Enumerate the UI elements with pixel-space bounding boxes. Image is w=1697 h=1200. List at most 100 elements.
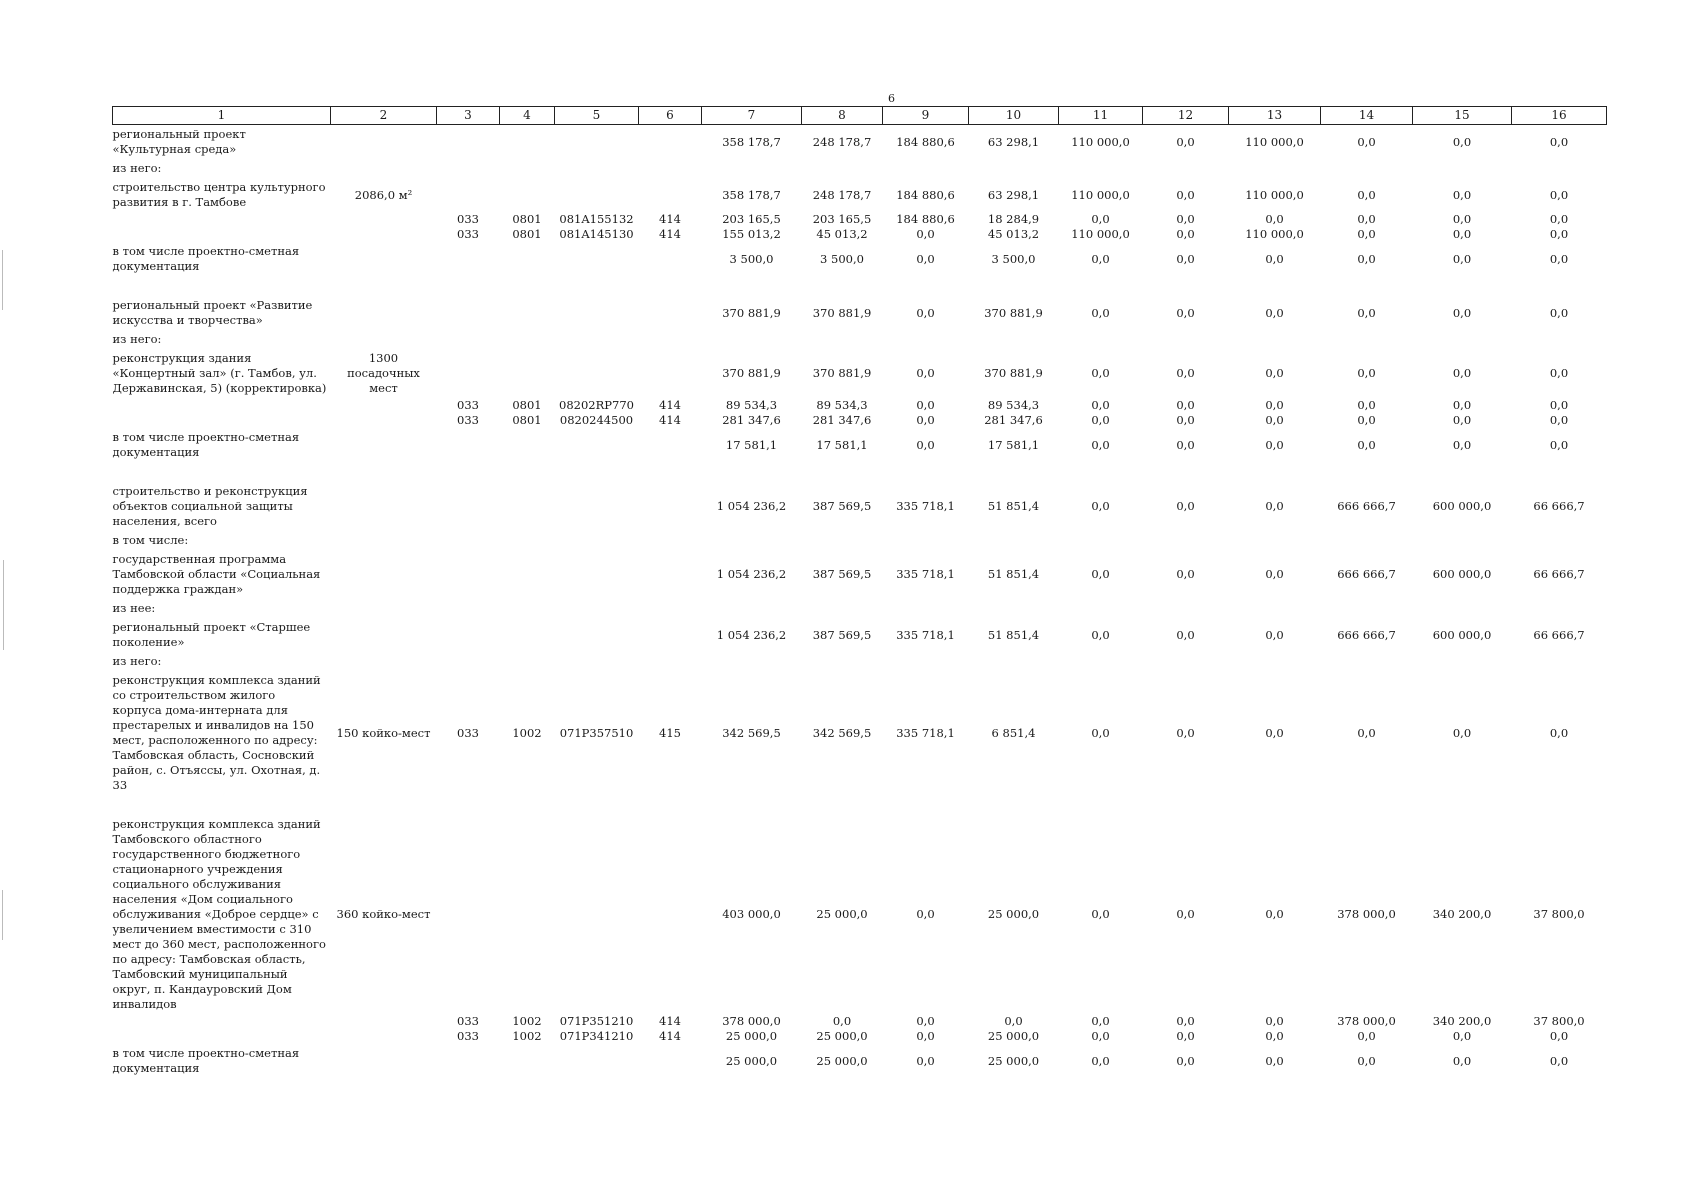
cell-col-14: 0,0 (1357, 1029, 1376, 1043)
cell-col-8 (802, 795, 883, 815)
cell-col-12: 0,0 (1176, 907, 1195, 921)
cell-col-8: 248 178,7 (812, 187, 872, 202)
cell-col-13: 0,0 (1265, 413, 1284, 427)
cell-col-11: 0,0 (1091, 305, 1110, 320)
table-row: региональный проект «Старшее поколение» 1… (113, 618, 1607, 652)
cell-col-11: 0,0 (1091, 725, 1110, 740)
cell-col-6: 414 (659, 212, 681, 226)
cell-col-2 (331, 398, 437, 413)
cell-col-9 (883, 462, 969, 482)
cell-col-16: 0,0 (1549, 305, 1569, 320)
cell-col-7: 89 534,3 (725, 398, 778, 412)
cell-col-10 (969, 652, 1059, 671)
cell-col-12: 0,0 (1176, 251, 1195, 266)
cell-col-3: 033 (457, 1014, 479, 1028)
cell-col-4 (500, 652, 555, 671)
cell-col-3 (437, 550, 500, 599)
cell-col-2 (331, 227, 437, 242)
cell-col-2: 150 койко-мест (336, 725, 431, 740)
cell-col-14 (1321, 599, 1413, 618)
cell-col-12: 0,0 (1176, 1014, 1195, 1028)
cell-col-9 (883, 159, 969, 178)
cell-col-2 (331, 550, 437, 599)
cell-col-9: 184 880,6 (896, 212, 955, 226)
cell-col-10: 51 851,4 (987, 627, 1040, 642)
cell-col-4 (500, 795, 555, 815)
cell-col-13: 0,0 (1265, 366, 1284, 380)
cell-col-8: 45 013,2 (816, 227, 868, 241)
cell-col-13 (1229, 795, 1321, 815)
cell-col-5 (555, 531, 639, 550)
cell-col-15: 0,0 (1452, 413, 1472, 427)
cell-col-16: 0,0 (1549, 1053, 1569, 1068)
cell-col-3 (437, 428, 500, 462)
cell-col-9: 0,0 (916, 437, 935, 452)
cell-col-3 (437, 178, 500, 212)
cell-col-13: 110 000,0 (1245, 187, 1304, 202)
row-name: в том числе проектно-сметная документаци… (112, 430, 300, 459)
cell-col-4 (500, 242, 555, 276)
cell-col-15 (1413, 159, 1512, 178)
cell-col-12: 0,0 (1176, 398, 1195, 412)
cell-col-2 (331, 618, 437, 652)
cell-col-5: 071P341210 (559, 1029, 634, 1043)
cell-col-3 (437, 599, 500, 618)
cell-col-4: 0801 (512, 212, 542, 226)
cell-col-11: 0,0 (1091, 907, 1110, 921)
scan-artifact (2, 890, 3, 940)
cell-col-9: 335 718,1 (896, 725, 955, 740)
cell-col-14: 666 666,7 (1337, 499, 1396, 513)
cell-col-2 (331, 428, 437, 462)
cell-col-5 (555, 550, 639, 599)
table-row: строительство и реконструкция объектов с… (113, 482, 1607, 531)
cell-col-3 (437, 349, 500, 398)
cell-col-16 (1512, 599, 1607, 618)
cell-col-6 (639, 125, 702, 160)
cell-col-8: 387 569,5 (812, 627, 872, 642)
cell-col-8: 203 165,5 (812, 212, 872, 226)
cell-col-14: 0,0 (1357, 437, 1376, 452)
cell-col-9: 335 718,1 (896, 499, 955, 513)
row-name (113, 1029, 331, 1044)
cell-col-16: 0,0 (1549, 227, 1569, 241)
cell-col-2 (331, 296, 437, 330)
cell-col-16: 0,0 (1549, 212, 1569, 226)
column-number-16: 16 (1511, 106, 1607, 125)
column-number-10: 10 (968, 106, 1059, 125)
cell-col-15: 0,0 (1452, 305, 1472, 320)
cell-col-3: 033 (457, 413, 479, 427)
table-row: 033 0801 0820244500 414 281 347,6 281 347,6 0,… (113, 413, 1607, 428)
cell-col-7 (702, 599, 802, 618)
cell-col-7: 1 054 236,2 (716, 567, 787, 581)
cell-col-8: 3 500,0 (820, 251, 864, 266)
cell-col-3: 033 (457, 1029, 479, 1043)
cell-col-16 (1512, 462, 1607, 482)
row-name (113, 413, 331, 428)
cell-col-9: 0,0 (916, 413, 935, 427)
cell-col-3 (437, 159, 500, 178)
cell-col-5: 071P351210 (559, 1014, 634, 1028)
cell-col-6 (639, 296, 702, 330)
row-name: региональный проект «Развитие искусства … (112, 298, 313, 327)
cell-col-5 (555, 276, 639, 296)
cell-col-14: 378 000,0 (1337, 1014, 1396, 1028)
cell-col-7: 155 013,2 (722, 227, 781, 241)
cell-col-6: 414 (659, 1014, 681, 1028)
cell-col-3 (437, 531, 500, 550)
cell-col-3 (437, 795, 500, 815)
cell-col-8: 25 000,0 (816, 1053, 868, 1068)
cell-col-11: 0,0 (1091, 251, 1110, 266)
cell-col-16 (1512, 276, 1607, 296)
cell-col-7: 370 881,9 (722, 305, 781, 320)
table-body: региональный проект «Культурная среда» 35… (113, 125, 1607, 1079)
cell-col-15: 600 000,0 (1432, 627, 1492, 642)
cell-col-13: 0,0 (1265, 499, 1284, 513)
cell-col-6 (639, 618, 702, 652)
cell-col-14: 0,0 (1357, 398, 1376, 412)
cell-col-7 (702, 531, 802, 550)
column-number-12: 12 (1142, 106, 1229, 125)
cell-col-4: 1002 (512, 725, 542, 740)
table-row: из него: (113, 330, 1607, 349)
cell-col-8 (802, 159, 883, 178)
cell-col-7: 281 347,6 (722, 413, 781, 427)
